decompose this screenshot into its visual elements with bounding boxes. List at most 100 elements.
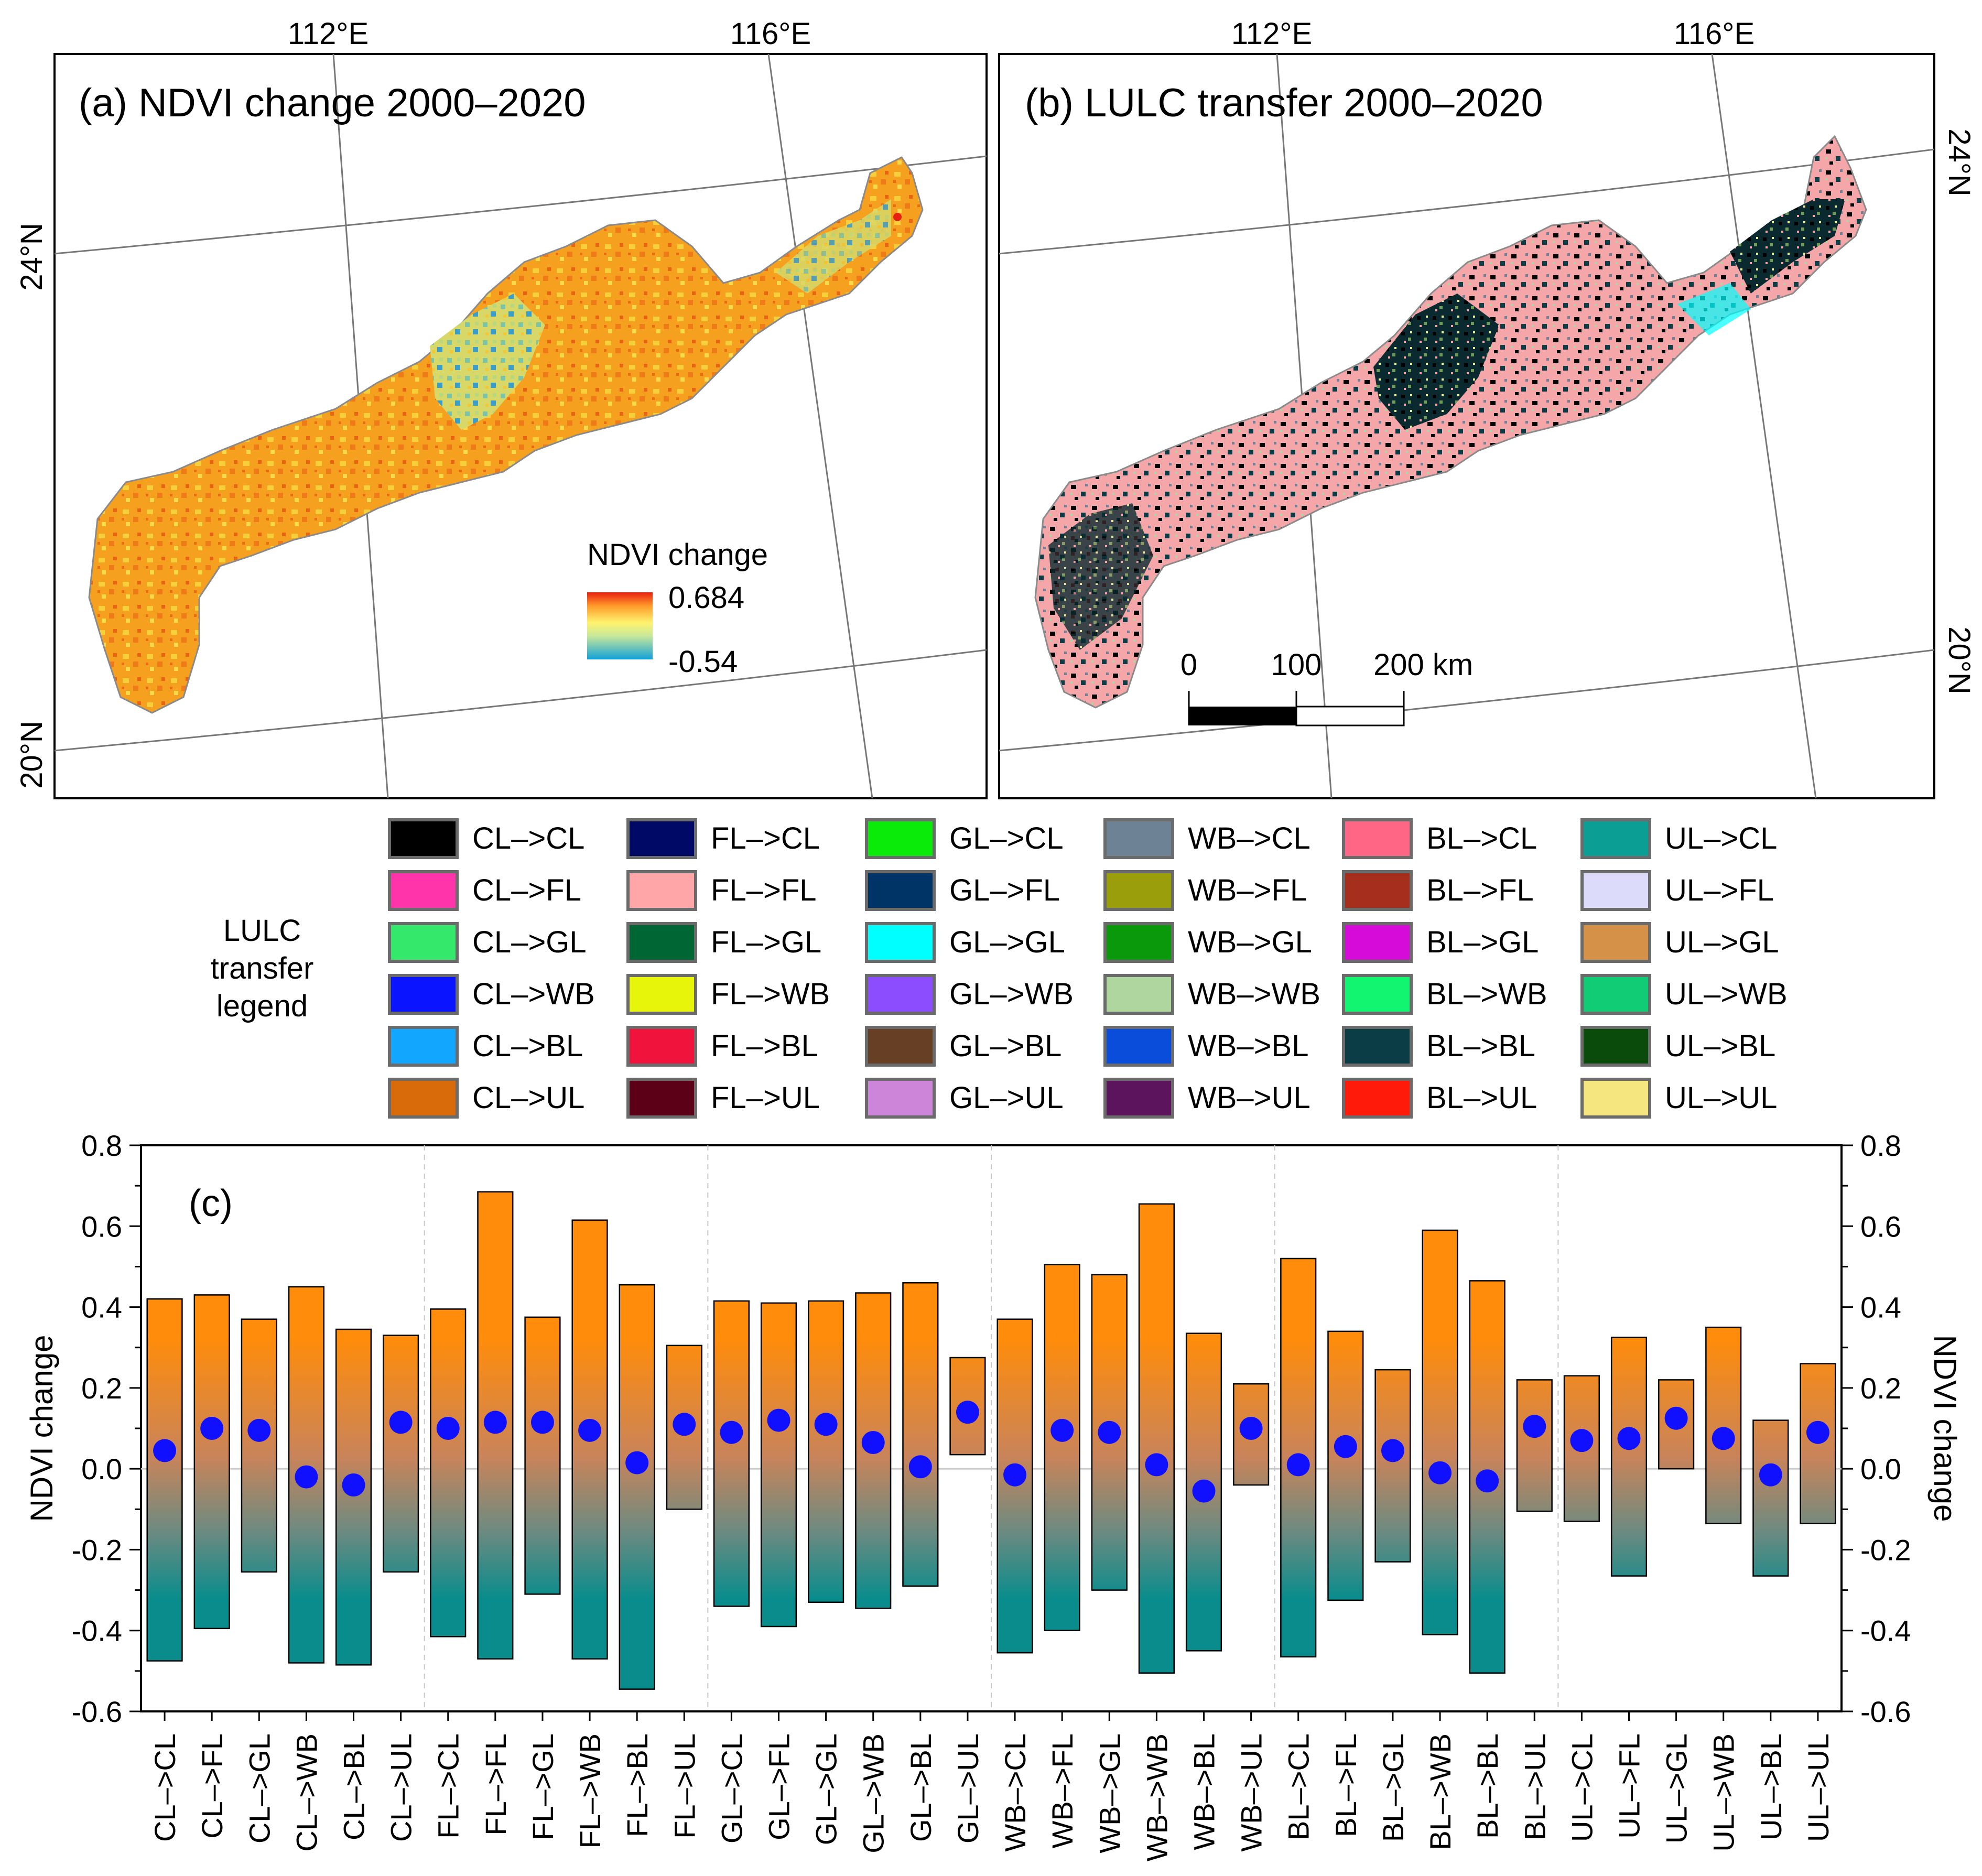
legend-label: FL–>WB (711, 977, 830, 1011)
mean-marker (1759, 1463, 1782, 1487)
mean-marker (1570, 1429, 1594, 1452)
mean-marker (1286, 1453, 1310, 1477)
legend-swatch (1103, 921, 1174, 963)
x-tick-label: CL–>UL (385, 1733, 418, 1842)
legend-label: WB–>FL (1188, 873, 1307, 907)
x-tick-label: WB–>FL (1046, 1733, 1079, 1848)
y-tick-label-right: -0.6 (1860, 1695, 1911, 1728)
panel-a-lat-label-24: 24°N (15, 223, 49, 291)
legend-item: BL–>CL (1342, 812, 1547, 864)
range-bar (241, 1318, 277, 1573)
range-bar (1422, 1229, 1458, 1635)
x-tick-label: CL–>GL (243, 1733, 276, 1844)
y-tick-label-right: 0.0 (1860, 1452, 1901, 1485)
mean-marker (483, 1411, 507, 1434)
colorbar-title: NDVI change (587, 538, 768, 572)
legend-swatch (1580, 818, 1651, 859)
legend-label: FL–>CL (711, 821, 820, 855)
x-tick-label: UL–>GL (1660, 1733, 1693, 1844)
mean-marker (1523, 1415, 1546, 1438)
mean-marker (200, 1417, 224, 1440)
y-tick-label-left: -0.6 (72, 1695, 123, 1728)
y-axis-label-right: NDVI change (1927, 1335, 1963, 1522)
legend-swatch (1342, 818, 1413, 859)
mean-marker (342, 1473, 365, 1497)
y-tick-label-left: 0.8 (81, 1129, 122, 1162)
legend-swatch (1580, 973, 1651, 1015)
legend-swatch (1103, 870, 1174, 911)
x-tick-label: GL–>FL (763, 1733, 796, 1840)
legend-item: GL–>GL (865, 916, 1074, 968)
range-bar (1327, 1330, 1364, 1601)
panel-b-lat-label-24: 24°N (1942, 128, 1976, 197)
x-tick-label: GL–>BL (904, 1733, 937, 1842)
mean-marker (1806, 1420, 1829, 1444)
legend-column: GL–>CL GL–>FL GL–>GL GL–>WB GL–>BL GL–>UL (865, 812, 1074, 1124)
legend-title-line: LULC (223, 914, 301, 948)
x-tick-label: WB–>UL (1235, 1733, 1268, 1852)
range-bar (1752, 1419, 1789, 1577)
legend-swatch (388, 1025, 459, 1067)
legend-label: GL–>FL (949, 873, 1060, 907)
range-bar (808, 1300, 844, 1603)
legend-swatch (1342, 921, 1413, 963)
legend-swatch (626, 818, 697, 859)
y-tick-label-right: 0.2 (1860, 1372, 1901, 1405)
legend-swatch (1103, 1025, 1174, 1067)
mean-marker (625, 1451, 649, 1474)
range-bar (619, 1284, 655, 1690)
mean-marker (1098, 1420, 1121, 1444)
mean-marker (1239, 1417, 1263, 1440)
x-tick-label: FL–>FL (479, 1733, 512, 1836)
legend-swatch (1580, 870, 1651, 911)
legend-column: BL–>CL BL–>FL BL–>GL BL–>WB BL–>BL BL–>UL (1342, 812, 1547, 1124)
legend-item: CL–>UL (388, 1072, 595, 1124)
legend-item: UL–>UL (1580, 1072, 1788, 1124)
range-bar (1044, 1264, 1080, 1631)
legend-label: UL–>CL (1665, 821, 1778, 855)
legend-item: CL–>GL (388, 916, 595, 968)
legend-item: UL–>WB (1580, 968, 1788, 1020)
mean-marker (530, 1411, 554, 1434)
scale-label-200: 200 km (1373, 648, 1473, 682)
mean-marker (861, 1431, 885, 1454)
mean-marker (814, 1413, 838, 1436)
legend-swatch (865, 870, 936, 911)
lulc-legend: LULC transfer legend CL–>CL CL–>FL CL–>GL C… (0, 812, 1982, 1127)
y-tick-label-right: -0.2 (1860, 1533, 1911, 1566)
mean-marker (578, 1418, 602, 1442)
legend-label: UL–>BL (1665, 1029, 1776, 1063)
range-bar (383, 1335, 419, 1573)
legend-item: WB–>BL (1103, 1020, 1320, 1072)
x-tick-label: BL–>WB (1424, 1733, 1457, 1850)
y-tick-label-left: 0.6 (81, 1210, 122, 1243)
legend-swatch (1342, 1025, 1413, 1067)
legend-swatch (626, 870, 697, 911)
legend-item: FL–>UL (626, 1072, 830, 1124)
x-tick-label: WB–>BL (1188, 1733, 1221, 1850)
range-bar (1138, 1203, 1175, 1674)
legend-label: WB–>GL (1188, 925, 1312, 959)
mean-marker (1003, 1463, 1027, 1487)
legend-label: WB–>CL (1188, 821, 1310, 855)
x-tick-label: UL–>FL (1613, 1733, 1646, 1839)
legend-item: BL–>FL (1342, 864, 1547, 916)
mean-marker (389, 1411, 413, 1434)
mean-marker (908, 1455, 932, 1479)
legend-label: GL–>WB (949, 977, 1074, 1011)
legend-label: FL–>BL (711, 1029, 818, 1063)
legend-swatch (1103, 818, 1174, 859)
legend-item: WB–>UL (1103, 1072, 1320, 1124)
mean-marker (673, 1413, 696, 1436)
legend-item: CL–>CL (388, 812, 595, 864)
legend-swatch (626, 921, 697, 963)
x-tick-label: FL–>UL (668, 1733, 701, 1839)
legend-label: GL–>CL (949, 821, 1064, 855)
legend-label: CL–>WB (472, 977, 595, 1011)
legend-label: CL–>CL (472, 821, 585, 855)
mean-marker (720, 1420, 743, 1444)
legend-item: WB–>CL (1103, 812, 1320, 864)
x-tick-label: UL–>CL (1565, 1733, 1598, 1842)
y-tick-label-left: 0.2 (81, 1372, 122, 1405)
mean-marker (153, 1439, 177, 1462)
